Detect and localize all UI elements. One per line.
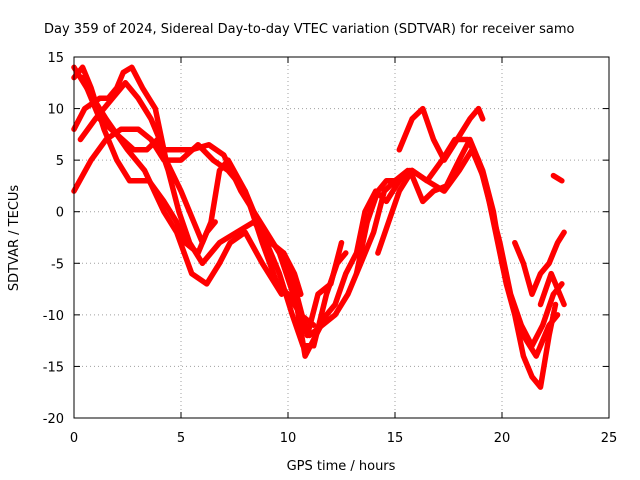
x-tick-label: 0 [70, 431, 78, 446]
x-tick-label: 20 [494, 431, 511, 446]
x-tick-label: 10 [280, 431, 297, 446]
y-axis-label: SDTVAR / TECUs [7, 185, 22, 292]
y-tick-label: 0 [56, 206, 64, 221]
x-tick-label: 25 [601, 431, 618, 446]
y-tick-label: 15 [47, 51, 64, 66]
y-tick-label: -20 [43, 412, 64, 427]
ticks: 0 5 10 15 20 25 -20 -15 -10 -5 0 5 10 15 [43, 51, 618, 446]
series-track-10 [375, 136, 565, 349]
x-axis-label: GPS time / hours [287, 459, 396, 474]
x-tick-label: 15 [387, 431, 404, 446]
series-layer [71, 64, 567, 390]
series-track-6 [77, 80, 411, 339]
chart-title: Day 359 of 2024, Sidereal Day-to-day VTE… [44, 22, 575, 37]
series-track-2 [71, 64, 349, 349]
y-tick-label: -15 [43, 360, 64, 375]
y-tick-label: 5 [56, 154, 64, 169]
y-tick-label: 10 [47, 103, 64, 118]
series-track-13 [537, 270, 567, 308]
series-track-14 [550, 172, 565, 184]
series-track-12 [512, 229, 567, 297]
series-track-5 [71, 126, 317, 328]
series-track-9 [353, 136, 561, 359]
series-track-7 [280, 250, 304, 297]
y-tick-label: -10 [43, 309, 64, 324]
x-tick-label: 5 [177, 431, 185, 446]
series-track-11 [396, 105, 486, 163]
y-tick-label: -5 [51, 257, 64, 272]
plot-frame [73, 56, 610, 419]
